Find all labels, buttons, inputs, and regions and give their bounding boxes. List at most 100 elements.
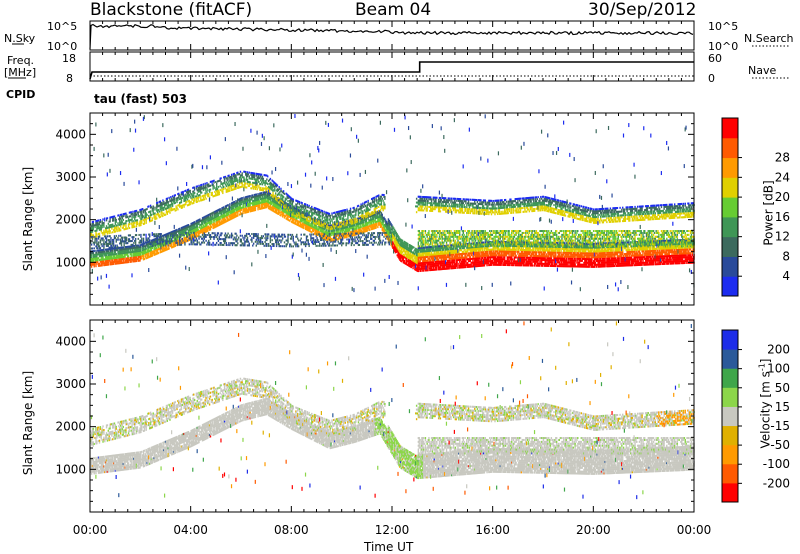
echo-cell: [283, 235, 286, 238]
echo-cell: [192, 196, 194, 199]
echo-cell: [223, 208, 225, 211]
echo-cell: [156, 213, 159, 216]
echo-cell: [110, 240, 112, 243]
echo-cell: [274, 194, 277, 197]
echo-cell: [257, 196, 259, 199]
echo-cell: [182, 239, 184, 242]
echo-cell: [134, 216, 136, 219]
echo-cell: [261, 242, 264, 245]
echo-cell: [287, 235, 289, 238]
echo-cell: [205, 190, 207, 193]
echo-cell: [123, 236, 125, 239]
echo-cell: [296, 233, 298, 236]
echo-cell: [150, 239, 153, 242]
echo-cell: [224, 238, 227, 241]
echo-cell: [252, 201, 255, 204]
echo-cell: [212, 217, 214, 220]
echo-cell: [208, 185, 210, 188]
echo-cell: [248, 185, 250, 188]
echo-cell: [172, 208, 175, 211]
echo-cell: [100, 224, 102, 227]
echo-cell: [199, 188, 201, 191]
echo-cell: [97, 245, 100, 248]
echo-cell: [140, 241, 142, 244]
echo-cell: [125, 227, 127, 230]
echo-cell: [363, 234, 366, 237]
echo-cell: [225, 244, 228, 247]
echo-cell: [153, 252, 155, 255]
echo-cell: [159, 202, 161, 205]
echo-cell: [196, 200, 198, 203]
echo-cell: [198, 226, 200, 229]
echo-cell: [183, 229, 185, 232]
echo-cell: [269, 202, 272, 205]
echo-cell: [187, 200, 190, 203]
echo-cell: [114, 219, 117, 222]
echo-cell: [261, 183, 264, 186]
echo-cell: [177, 241, 179, 244]
echo-cell: [110, 237, 112, 240]
echo-cell: [291, 254, 293, 259]
echo-cell: [133, 245, 135, 248]
echo-cell: [206, 187, 208, 190]
echo-cell: [109, 240, 111, 243]
echo-cell: [217, 189, 220, 192]
echo-cell: [193, 227, 195, 230]
echo-cell: [156, 217, 158, 220]
echo-cell: [204, 188, 206, 191]
echo-cell: [197, 198, 199, 201]
echo-cell: [191, 228, 193, 231]
echo-cell: [274, 201, 277, 204]
echo-cell: [186, 224, 188, 227]
echo-cell: [119, 229, 121, 232]
echo-cell: [235, 174, 237, 177]
echo-cell: [125, 259, 127, 262]
echo-cell: [119, 252, 121, 255]
echo-cell: [115, 262, 117, 265]
echo-cell: [155, 247, 157, 250]
echo-cell: [169, 211, 171, 214]
echo-cell: [143, 250, 146, 253]
echo-cell: [209, 155, 211, 160]
echo-cell: [119, 260, 122, 263]
echo-cell: [192, 233, 194, 236]
echo-cell: [277, 199, 280, 202]
echo-cell: [112, 223, 114, 226]
echo-cell: [231, 177, 234, 180]
echo-cell: [95, 235, 97, 238]
echo-cell: [176, 240, 178, 243]
echo-cell: [200, 229, 202, 232]
echo-cell: [107, 244, 110, 247]
echo-cell: [93, 257, 95, 260]
echo-cell: [174, 201, 176, 204]
echo-cell: [177, 196, 179, 199]
echo-cell: [234, 204, 236, 207]
echo-cell: [196, 243, 198, 246]
echo-cell: [244, 242, 246, 245]
echo-cell: [187, 233, 190, 236]
echo-cell: [107, 263, 110, 266]
echo-cell: [237, 184, 240, 187]
echo-cell: [147, 241, 149, 244]
echo-cell: [186, 238, 188, 241]
echo-cell: [145, 216, 147, 219]
echo-cell: [120, 219, 123, 222]
echo-cell: [203, 221, 206, 224]
echo-cell: [351, 242, 354, 245]
echo-cell: [242, 236, 244, 239]
echo-cell: [296, 243, 298, 246]
echo-cell: [90, 256, 92, 259]
echo-cell: [185, 228, 187, 231]
echo-cell: [285, 213, 287, 216]
echo-cell: [168, 241, 170, 244]
echo-cell: [292, 206, 294, 209]
echo-cell: [255, 181, 257, 186]
echo-cell: [100, 230, 102, 233]
echo-cell: [135, 248, 138, 251]
echo-cell: [116, 258, 118, 261]
echo-cell: [215, 216, 217, 219]
echo-cell: [194, 226, 197, 229]
echo-cell: [124, 212, 126, 215]
echo-cell: [255, 203, 257, 206]
echo-cell: [137, 213, 139, 216]
